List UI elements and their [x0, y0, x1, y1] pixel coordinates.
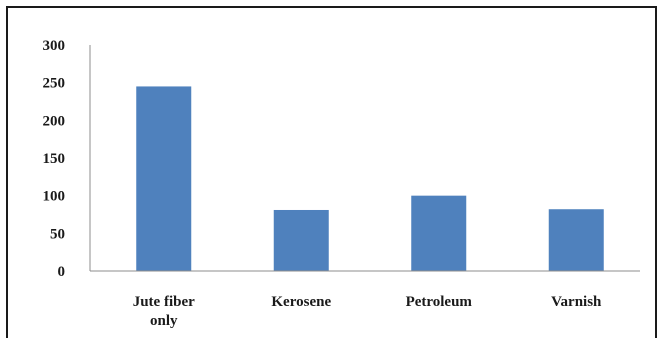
- x-axis-labels: Jute fiber only Kerosene Petroleum Varnish: [133, 294, 602, 329]
- x-tick-label: Varnish: [551, 294, 602, 310]
- bar: [273, 209, 329, 271]
- y-tick-label: 100: [43, 189, 66, 205]
- y-tick-label: 50: [50, 226, 65, 242]
- y-tick-label: 200: [43, 113, 66, 129]
- bar: [411, 195, 467, 271]
- y-tick-label: 250: [43, 76, 66, 92]
- chart-frame: [6, 6, 657, 338]
- y-tick-label: 300: [43, 38, 66, 54]
- bar: [136, 86, 192, 271]
- x-tick-label: Kerosene: [271, 294, 331, 310]
- bar: [548, 209, 604, 271]
- y-tick-label: 150: [43, 151, 66, 167]
- y-axis-ticks: 0 50 100 150 200 250 300: [43, 38, 66, 280]
- x-tick-label: Jute fiber only: [133, 294, 195, 329]
- x-tick-label: Petroleum: [406, 294, 473, 310]
- y-tick-label: 0: [58, 264, 66, 280]
- bars: [136, 86, 604, 271]
